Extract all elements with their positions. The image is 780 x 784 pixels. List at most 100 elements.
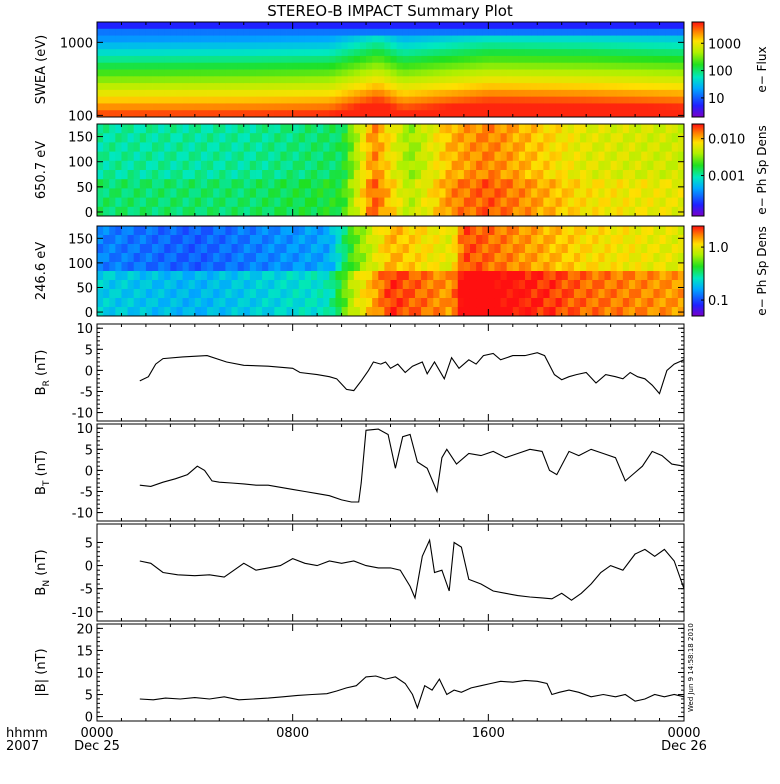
spectrogram-cell: [402, 206, 410, 217]
spectrogram-cell: [402, 28, 410, 36]
spectrogram-cell: [280, 103, 287, 111]
spectrogram-cell: [121, 197, 128, 208]
spectrogram-cell: [164, 188, 171, 198]
spectrogram-cell: [451, 110, 459, 118]
spectrogram-cell: [494, 55, 501, 64]
spectrogram-cell: [622, 133, 630, 143]
spectrogram-cell: [231, 124, 239, 134]
spectrogram-cell: [219, 253, 226, 263]
spectrogram-cell: [262, 170, 269, 180]
spectrogram-cell: [457, 133, 465, 143]
spectrogram-cell: [555, 49, 563, 57]
spectrogram-cell: [335, 244, 342, 254]
spectrogram-cell: [488, 170, 495, 180]
spectrogram-cell: [476, 289, 483, 299]
spectrogram-cell: [641, 35, 648, 43]
spectrogram-cell: [329, 142, 336, 152]
spectrogram-cell: [133, 69, 141, 77]
spectrogram-cell: [506, 96, 514, 104]
spectrogram-cell: [359, 179, 367, 189]
spectrogram-cell: [567, 280, 575, 290]
spectrogram-cell: [653, 160, 660, 171]
spectrogram-cell: [372, 55, 379, 64]
spectrogram-cell: [384, 22, 391, 30]
spectrogram-cell: [635, 151, 642, 162]
spectrogram-cell: [445, 262, 453, 272]
spectrogram-cell: [647, 188, 654, 198]
spectrogram-cell: [421, 133, 428, 143]
spectrogram-cell: [433, 298, 440, 308]
spectrogram-cell: [402, 188, 410, 198]
spectrogram-cell: [457, 253, 465, 263]
spectrogram-cell: [476, 124, 483, 134]
spectrogram-cell: [543, 253, 550, 263]
spectrogram-cell: [335, 262, 342, 272]
spectrogram-cell: [592, 124, 599, 134]
spectrogram-cell: [176, 83, 183, 91]
spectrogram-cell: [366, 253, 373, 263]
spectrogram-cell: [359, 35, 367, 43]
spectrogram-cell: [292, 280, 300, 290]
spectrogram-cell: [207, 253, 214, 263]
spectrogram-cell: [127, 160, 135, 171]
spectrogram-cell: [231, 83, 239, 91]
spectrogram-cell: [304, 42, 312, 50]
spectrogram-cell: [127, 89, 135, 98]
spectrogram-cell: [469, 298, 477, 308]
spectrogram-cell: [152, 262, 159, 272]
spectrogram-cell: [635, 142, 642, 152]
spectrogram-cell: [469, 197, 477, 208]
spectrogram-cell: [414, 142, 422, 152]
spectrogram-cell: [133, 271, 141, 281]
spectrogram-cell: [237, 160, 245, 171]
spectrogram-cell: [127, 235, 135, 245]
spectrogram-cell: [525, 271, 532, 281]
spectrogram-cell: [164, 83, 171, 91]
spectrogram-cell: [145, 42, 153, 50]
spectrogram-cell: [677, 76, 685, 84]
spectrogram-cell: [433, 253, 440, 263]
spectrogram-cell: [506, 289, 514, 299]
spectrogram-cell: [543, 170, 550, 180]
spectrogram-cell: [372, 280, 379, 290]
spectrogram-cell: [292, 28, 300, 36]
spectrogram-cell: [476, 49, 483, 57]
spectrogram-cell: [586, 160, 593, 171]
spectrogram-cell: [427, 69, 434, 77]
spectrogram-cell: [200, 226, 208, 236]
spectrogram-cell: [237, 76, 245, 84]
spectrogram-cell: [476, 142, 483, 152]
spectrogram-cell: [372, 28, 379, 36]
spectrogram-cell: [115, 96, 122, 104]
spectrogram-cell: [469, 124, 477, 134]
spectrogram-cell: [219, 62, 226, 70]
spectrogram-cell: [317, 62, 324, 70]
spectrogram-cell: [286, 206, 294, 217]
spectrogram-cell: [537, 262, 544, 272]
spectrogram-cell: [329, 244, 336, 254]
spectrogram-cell: [152, 76, 159, 84]
spectrogram-cell: [255, 244, 263, 254]
spectrogram-cell: [531, 124, 538, 134]
spectrogram-cell: [665, 55, 673, 64]
spectrogram-cell: [482, 76, 489, 84]
spectrogram-cell: [494, 271, 501, 281]
spectrogram-cell: [445, 170, 453, 180]
spectrogram-cell: [537, 49, 544, 57]
spectrogram-cell: [164, 170, 171, 180]
spectrogram-cell: [451, 151, 459, 162]
spectrogram-cell: [402, 62, 410, 70]
spectrogram-cell: [414, 235, 422, 245]
spectrogram-cell: [249, 83, 257, 91]
spectrogram-cell: [610, 197, 618, 208]
spectrogram-cell: [127, 244, 135, 254]
spectrogram-cell: [525, 124, 532, 134]
spectrogram-cell: [249, 253, 257, 263]
spectrogram-cell: [561, 124, 569, 134]
spectrogram-cell: [359, 76, 367, 84]
spectrogram-cell: [622, 197, 630, 208]
spectrogram-cell: [298, 298, 306, 308]
spectrogram-cell: [445, 298, 453, 308]
spectrogram-cell: [549, 262, 556, 272]
spectrogram-cell: [445, 289, 453, 299]
